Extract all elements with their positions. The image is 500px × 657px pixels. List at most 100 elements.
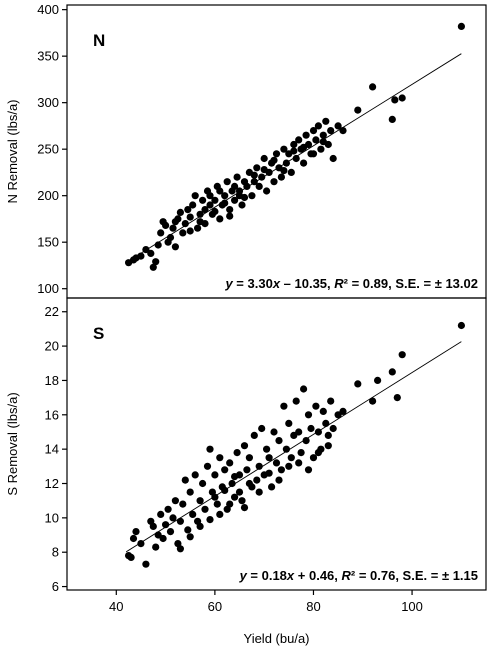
data-point [272,150,281,158]
data-point [196,210,204,218]
equation-part: = 0.18 [247,568,287,583]
data-point [319,407,327,415]
equation-part: – 10.35, [280,276,334,291]
data-point [179,229,187,237]
data-point [309,150,318,158]
y-tick-label: 12 [45,476,59,491]
data-point [186,227,194,235]
data-point [322,419,330,427]
data-point [292,154,300,163]
data-point [309,454,318,462]
data-point [260,154,268,163]
data-point [302,131,310,139]
x-tick-label: 100 [401,599,423,614]
data-point [265,454,273,462]
data-point [304,411,313,419]
data-point [263,445,271,453]
data-point [277,173,285,181]
data-point [181,476,189,484]
y-tick-label: 350 [37,49,59,64]
data-point [314,122,322,130]
data-point [314,428,322,436]
regression-equation: y = 0.18x + 0.46, R² = 0.76, S.E. = ± 1.… [239,568,478,583]
equation-part: R [342,568,352,583]
data-point [194,224,202,232]
data-point [221,486,229,494]
data-point [314,449,322,457]
data-point [221,192,229,200]
data-point [189,201,197,209]
data-point [334,122,342,130]
x-tick-label: 40 [109,599,123,614]
data-point [398,351,406,359]
y-tick-label: 150 [37,235,59,250]
data-point [312,402,320,410]
data-point [280,167,288,175]
data-point [374,376,382,384]
data-point [280,402,288,410]
data-point [233,449,241,457]
data-point [238,497,246,505]
data-point [191,192,199,200]
y-tick-label: 200 [37,188,59,203]
data-point [186,488,194,496]
data-point [211,471,219,479]
data-point [211,493,219,501]
data-point [287,454,295,462]
data-point [354,106,362,114]
y-tick-label: 20 [45,339,59,354]
equation-part: y [239,568,248,583]
data-point [184,526,192,534]
data-point [132,528,140,536]
x-axis-title: Yield (bu/a) [244,631,310,646]
data-point [391,96,399,104]
data-point [275,437,283,445]
data-point [329,424,337,433]
data-point [184,206,192,214]
data-point [149,522,157,531]
data-point [339,407,347,415]
data-point [164,505,172,513]
data-point [238,201,246,209]
data-point [282,159,290,167]
data-point [253,164,261,172]
data-point [255,488,263,496]
data-point [221,466,229,474]
data-point [231,196,239,204]
data-point [319,138,327,146]
data-point [270,428,278,436]
data-point [309,127,318,135]
y-tick-label: 6 [52,579,59,594]
data-point [243,182,251,190]
data-point [280,145,288,153]
data-point [253,476,261,484]
data-point [199,479,207,488]
data-point [196,522,204,531]
data-point [211,196,219,204]
equation-part: y [224,276,233,291]
data-point [250,178,258,186]
data-point [216,454,224,462]
data-point [248,192,256,200]
y-tick-label: 100 [37,281,59,296]
data-point [302,437,310,445]
data-point [240,504,249,512]
regression-equation: y = 3.30x – 10.35, R² = 0.89, S.E. = ± 1… [224,276,478,291]
plot-frame [66,297,487,591]
data-point [226,459,234,467]
data-point [231,473,239,481]
data-point [393,394,401,402]
data-point [171,243,179,251]
data-point [282,445,290,453]
equation-part: ² = 0.76, S.E. = ± 1.15 [351,568,478,583]
data-point [157,510,165,518]
data-point [181,220,189,228]
data-point [231,493,239,501]
data-point [275,476,283,484]
data-point [457,321,465,330]
panel-letter: S [93,324,104,343]
data-point [154,241,162,249]
data-point [295,459,303,467]
y-tick-label: 16 [45,407,59,422]
